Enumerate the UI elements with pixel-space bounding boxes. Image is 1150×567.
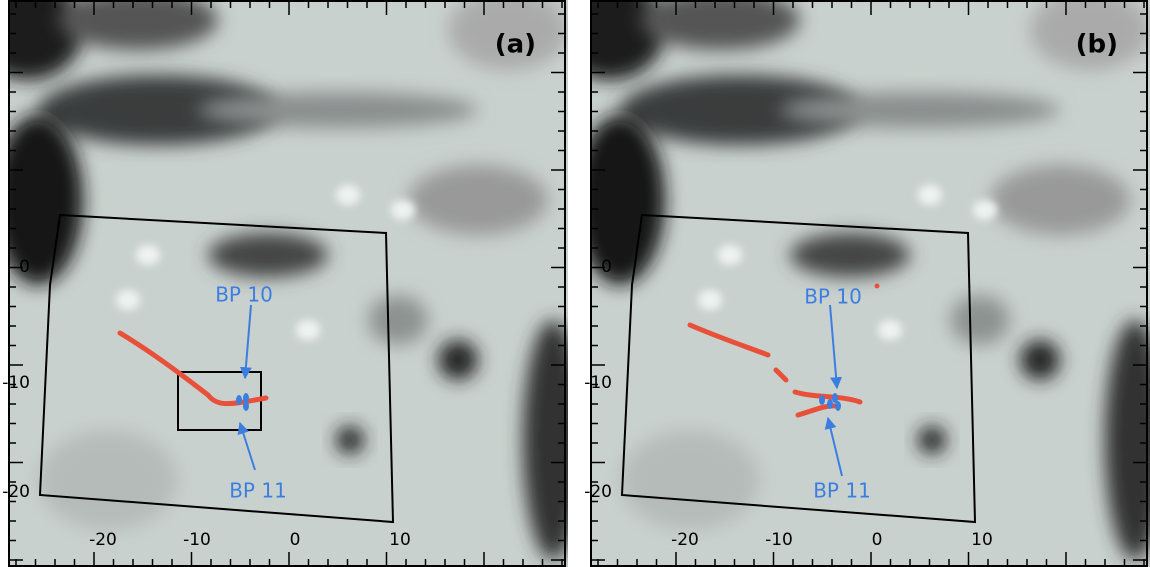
dark-region [368, 295, 428, 345]
bright-region [136, 245, 160, 265]
dark-region [918, 426, 946, 454]
dark-region [990, 165, 1130, 235]
dark-region [336, 426, 364, 454]
annotation: BP 10 [804, 285, 862, 309]
dark-region [438, 340, 478, 380]
bright-region [116, 290, 140, 310]
panel-label: (b) [1076, 30, 1118, 60]
dark-region [575, 115, 665, 285]
x-tick-label: 0 [290, 530, 301, 550]
image [0, 0, 583, 567]
bright-point [827, 399, 833, 409]
bright-region [878, 320, 902, 340]
dark-region [780, 92, 1060, 128]
bright-point [819, 395, 825, 405]
y-tick-label: -20 [2, 482, 30, 502]
bright-region [973, 200, 997, 220]
bright-region [698, 290, 722, 310]
y-tick-label: -20 [584, 482, 612, 502]
dark-region [523, 320, 583, 560]
annotation: BP 11 [229, 479, 287, 503]
bright-region [391, 200, 415, 220]
y-tick-label: 0 [601, 257, 612, 277]
panel-label: (a) [495, 30, 536, 60]
bright-region [718, 245, 742, 265]
x-tick-label: 10 [389, 530, 411, 550]
bright-region [918, 185, 942, 205]
figure: BP 10 BP 11 (a) -20 -10 0 10 0 -10 -20 BP 10 BP 11 (… [0, 0, 1150, 567]
image-panel: BP 10 BP 11 (a) -20 -10 0 10 0 -10 -20 [0, 0, 583, 567]
y-tick-label: 0 [19, 257, 30, 277]
image-panel: BP 10 BP 11 (b) -20 -10 0 10 0 -10 -20 [555, 0, 1150, 567]
bright-region [336, 185, 360, 205]
bright-region [296, 320, 320, 340]
y-tick-label: -10 [584, 373, 612, 393]
dark-region [950, 295, 1010, 345]
x-tick-label: 0 [872, 530, 883, 550]
bright-point [236, 395, 242, 405]
dark-region [1020, 340, 1060, 380]
dark-region [408, 165, 548, 235]
annotation: BP 11 [813, 479, 871, 503]
x-tick-label: -10 [765, 530, 793, 550]
bright-point [243, 401, 249, 411]
dark-region [790, 233, 910, 277]
x-tick-label: -10 [183, 530, 211, 550]
y-tick-label: -10 [2, 373, 30, 393]
x-tick-label: -20 [671, 530, 699, 550]
x-tick-label: -20 [89, 530, 117, 550]
x-tick-label: 10 [971, 530, 993, 550]
bright-point [835, 401, 841, 411]
dark-region [38, 430, 178, 530]
dark-region [620, 430, 760, 530]
dark-region [208, 233, 328, 277]
dark-region [198, 92, 478, 128]
annotation: BP 10 [215, 283, 273, 307]
trajectory-point [875, 284, 880, 289]
